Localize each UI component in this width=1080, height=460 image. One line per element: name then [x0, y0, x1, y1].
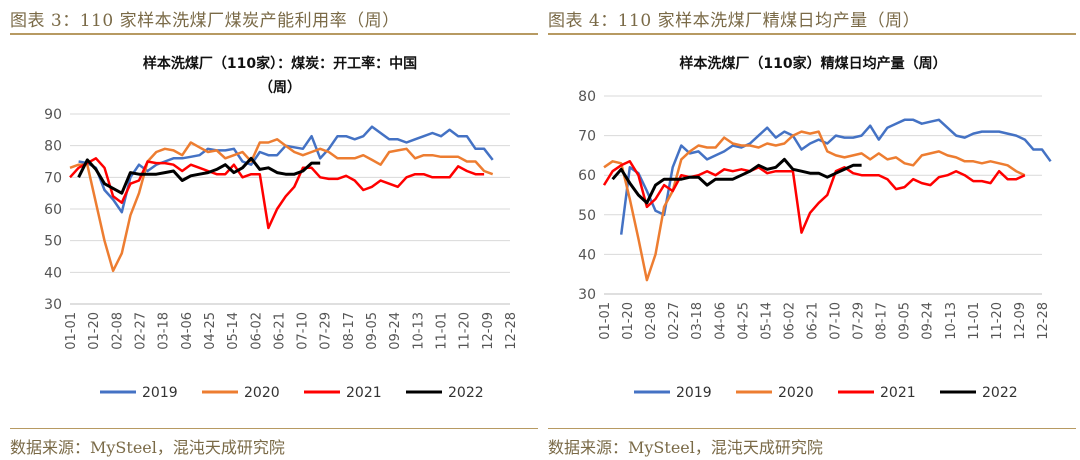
y-tick-label: 60 [578, 168, 596, 184]
x-tick-label: 04-06 [180, 312, 195, 350]
y-tick-label: 30 [44, 297, 62, 313]
y-tick-label: 30 [578, 287, 596, 303]
series-line-2020 [603, 130, 1026, 282]
panel-clean-coal-output: 图表 4：110 家样本洗煤厂精煤日均产量（周） 样本洗煤厂（110家）精煤日均… [548, 0, 1076, 460]
x-tick-label: 01-01 [598, 302, 613, 340]
y-tick-label: 70 [44, 170, 62, 186]
series-line-2021 [69, 157, 485, 230]
chart-title: 样本洗煤厂（110家）：煤炭：开工率：中国 （周） [143, 55, 417, 96]
panel-coal-utilization: 图表 3：110 家样本洗煤厂煤炭产能利用率（周） 样本洗煤厂（110家）：煤炭… [10, 0, 538, 460]
x-tick-label: 01-20 [621, 302, 636, 340]
chart-legend: 2019 2020 2021 2022 [634, 385, 1018, 401]
y-tick-label: 40 [44, 265, 62, 281]
x-tick-label: 12-09 [481, 312, 496, 350]
x-tick-label: 11-01 [967, 302, 982, 340]
x-tick-label: 01-01 [64, 312, 79, 350]
x-tick-label: 11-20 [990, 302, 1005, 340]
source-note: 数据来源：MySteel，混沌天成研究院 [548, 438, 823, 457]
series-line-2019 [78, 125, 494, 214]
caption-rule [548, 33, 1076, 35]
x-tick-label: 04-25 [736, 302, 751, 340]
series-line-2022 [77, 156, 321, 195]
chart-title-line: 样本洗煤厂（110家）：煤炭：开工率：中国 [143, 55, 417, 72]
x-tick-label: 06-02 [782, 302, 797, 340]
figure-caption: 图表 4：110 家样本洗煤厂精煤日均产量（周） [548, 11, 921, 31]
x-axis: 01-01 01-20 02-08 02-27 03-18 04-06 04-25 05-14… [598, 293, 1051, 340]
series-line-2021 [602, 160, 1026, 234]
legend-label-2021: 2021 [346, 385, 382, 401]
source-rule [10, 428, 538, 429]
chart-title-line: 样本洗煤厂（110家）精煤日均产量（周） [679, 55, 946, 72]
x-tick-label: 11-01 [435, 312, 450, 350]
legend-label-2022: 2022 [982, 385, 1018, 401]
utilization-line-chart: 样本洗煤厂（110家）：煤炭：开工率：中国（周） 30405060708090 … [44, 55, 519, 401]
x-tick-label: 01-20 [87, 312, 102, 350]
x-tick-label: 02-08 [644, 302, 659, 340]
x-tick-label: 12-09 [1013, 302, 1028, 340]
series-line-2022 [611, 157, 862, 205]
x-tick-label: 04-25 [203, 312, 218, 350]
x-tick-label: 08-17 [875, 302, 890, 340]
x-tick-label: 06-21 [805, 302, 820, 340]
y-tick-label: 80 [578, 89, 596, 105]
source-note: 数据来源：MySteel，混沌天成研究院 [10, 438, 285, 457]
chart-legend: 2019 2020 2021 2022 [100, 385, 484, 401]
x-tick-label: 05-14 [226, 312, 241, 350]
y-tick-label: 40 [578, 247, 596, 263]
chart-title-line: （周） [259, 80, 301, 96]
x-tick-label: 12-28 [504, 312, 519, 350]
y-tick-label: 90 [44, 107, 62, 123]
y-axis: 30 40 50 60 70 80 90 [44, 107, 62, 313]
chart-grid [70, 113, 510, 305]
y-tick-label: 50 [44, 234, 62, 250]
chart-title: 样本洗煤厂（110家）精煤日均产量（周） [679, 55, 946, 72]
x-tick-label: 10-13 [944, 302, 959, 340]
legend-label-2020: 2020 [244, 385, 280, 401]
x-tick-label: 03-18 [690, 302, 705, 340]
y-tick-label: 70 [578, 129, 596, 145]
series-line-2020 [69, 138, 494, 273]
x-tick-label: 10-13 [411, 312, 426, 350]
y-axis: 30 40 50 60 70 80 [578, 89, 596, 303]
series-lines [69, 125, 494, 273]
series-line-2019 [619, 118, 1052, 235]
figure-caption: 图表 3：110 家样本洗煤厂煤炭产能利用率（周） [10, 11, 400, 31]
x-tick-label: 07-29 [852, 302, 867, 340]
x-tick-label: 04-06 [713, 302, 728, 340]
legend-label-2022: 2022 [448, 385, 484, 401]
legend-label-2019: 2019 [676, 385, 712, 401]
x-tick-label: 02-27 [133, 312, 148, 350]
x-tick-label: 08-17 [342, 312, 357, 350]
x-axis: 01-01 01-20 02-08 02-27 03-18 04-06 04-25 05-14… [64, 303, 519, 350]
legend-label-2021: 2021 [880, 385, 916, 401]
y-tick-label: 80 [44, 139, 62, 155]
x-tick-label: 09-24 [388, 312, 403, 350]
x-tick-label: 07-10 [829, 302, 844, 340]
x-tick-label: 12-28 [1036, 302, 1051, 340]
source-rule [548, 428, 1076, 429]
x-tick-label: 07-29 [319, 312, 334, 350]
series-lines [602, 118, 1052, 282]
x-tick-label: 05-14 [759, 302, 774, 340]
x-tick-label: 02-27 [667, 302, 682, 340]
x-tick-label: 09-24 [921, 302, 936, 340]
y-tick-label: 50 [578, 208, 596, 224]
y-tick-label: 60 [44, 202, 62, 218]
x-tick-label: 06-21 [272, 312, 287, 350]
x-tick-label: 02-08 [110, 312, 125, 350]
x-tick-label: 11-20 [458, 312, 473, 350]
x-tick-label: 07-10 [296, 312, 311, 350]
caption-rule [10, 33, 538, 35]
x-tick-label: 06-02 [249, 312, 264, 350]
x-tick-label: 09-05 [898, 302, 913, 340]
x-tick-label: 09-05 [365, 312, 380, 350]
legend-label-2020: 2020 [778, 385, 814, 401]
x-tick-label: 03-18 [157, 312, 172, 350]
legend-label-2019: 2019 [142, 385, 178, 401]
